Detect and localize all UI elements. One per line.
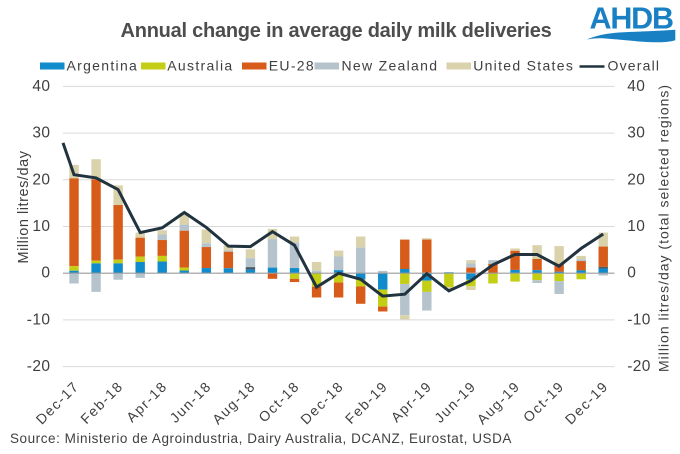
svg-text:0: 0 — [627, 265, 636, 282]
svg-text:Annual change in average daily: Annual change in average daily milk deli… — [121, 20, 552, 42]
svg-text:-20: -20 — [627, 358, 651, 375]
svg-text:New Zealand: New Zealand — [342, 57, 439, 73]
svg-text:Million litres/day (total sele: Million litres/day (total selected regio… — [656, 84, 672, 372]
svg-text:Overall: Overall — [608, 57, 661, 73]
svg-text:Australia: Australia — [167, 57, 233, 73]
svg-text:10: 10 — [627, 218, 645, 235]
svg-text:-20: -20 — [27, 358, 51, 375]
svg-text:Argentina: Argentina — [67, 57, 139, 73]
svg-text:United States: United States — [473, 57, 574, 73]
svg-text:30: 30 — [627, 125, 645, 142]
svg-text:10: 10 — [32, 218, 50, 235]
svg-text:AHDB: AHDB — [590, 2, 673, 36]
svg-text:40: 40 — [32, 78, 50, 95]
svg-text:40: 40 — [627, 78, 645, 95]
svg-text:20: 20 — [627, 171, 645, 188]
svg-text:30: 30 — [32, 125, 50, 142]
svg-text:EU-28: EU-28 — [269, 57, 315, 73]
svg-text:-10: -10 — [27, 311, 51, 328]
svg-text:Source: Ministerio de Agroindu: Source: Ministerio de Agroindustria, Dai… — [10, 431, 512, 446]
svg-text:0: 0 — [41, 265, 50, 282]
svg-text:Million litres/day: Million litres/day — [16, 150, 32, 263]
svg-text:-10: -10 — [627, 311, 651, 328]
svg-text:20: 20 — [32, 171, 50, 188]
